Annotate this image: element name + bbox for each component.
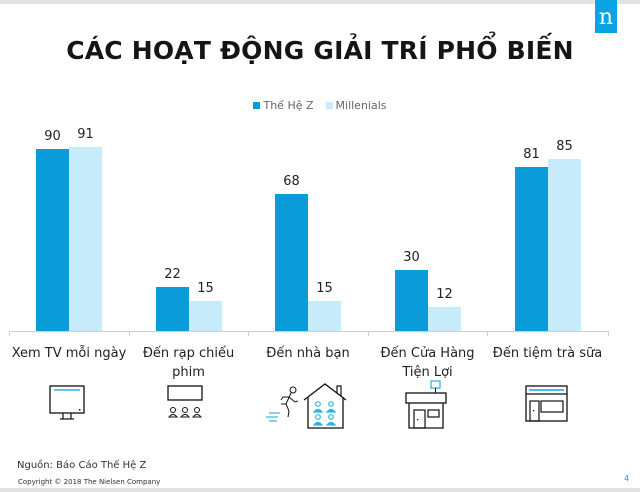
bar-gen_z (275, 194, 308, 331)
x-axis-tick (129, 331, 130, 336)
bar-gen_z (395, 270, 428, 331)
x-axis-tick (248, 331, 249, 336)
bar-millennials (189, 301, 222, 331)
legend-swatch-millennials (325, 102, 333, 109)
nielsen-logo: n (595, 0, 617, 33)
data-label: 30 (403, 250, 420, 265)
category-label: Đến nhà bạn (266, 346, 350, 361)
slide-title: CÁC HOẠT ĐỘNG GIẢI TRÍ PHỔ BIẾN (66, 36, 574, 65)
category-label: Đến Cửa Hàng Tiện Lợi (380, 346, 475, 380)
bar-gen_z (36, 149, 69, 331)
data-label: 90 (44, 129, 61, 144)
legend-label: Thế Hệ Z (263, 99, 314, 112)
x-axis-tick (608, 331, 609, 336)
legend-item-millennials: Millenials (325, 99, 387, 112)
data-label: 22 (164, 267, 181, 282)
bar-chart: 90 91 22 15 68 15 30 12 81 85 (9, 127, 609, 336)
copyright-note: Copyright © 2018 The Nielsen Company (18, 478, 161, 486)
friend-house-icon (266, 383, 347, 429)
legend-label: Millenials (335, 99, 387, 112)
data-label: 91 (77, 127, 94, 142)
tea-shop-icon (525, 385, 568, 422)
source-note: Nguồn: Báo Cáo Thế Hệ Z (17, 460, 147, 471)
legend-swatch-gen-z (253, 102, 261, 109)
data-label: 12 (436, 287, 453, 302)
category-label: Xem TV mỗi ngày (11, 346, 127, 361)
bottom-bar (0, 488, 640, 492)
chart-legend: Thế Hệ Z Millenials (0, 99, 640, 112)
top-bar (0, 0, 640, 4)
cinema-icon (167, 385, 203, 418)
legend-item-gen-z: Thế Hệ Z (253, 99, 314, 112)
data-label: 81 (523, 147, 540, 162)
convenience-store-icon (405, 380, 447, 429)
data-label: 68 (283, 174, 300, 189)
x-axis (9, 331, 608, 332)
bar-millennials (428, 307, 461, 331)
x-axis-tick (487, 331, 488, 336)
tv-icon (49, 385, 85, 420)
data-label: 15 (197, 281, 214, 296)
x-axis-tick (9, 331, 10, 336)
data-label: 15 (316, 281, 333, 296)
x-axis-tick (368, 331, 369, 336)
bar-millennials (308, 301, 341, 331)
bar-gen_z (156, 287, 189, 331)
category-label: Đến rạp chiếu phim (142, 346, 235, 380)
category-label: Đến tiệm trà sữa (492, 346, 603, 361)
bar-gen_z (515, 167, 548, 331)
bar-millennials (548, 159, 581, 331)
bar-millennials (69, 147, 102, 331)
data-label: 85 (556, 139, 573, 154)
page-number: 4 (624, 474, 630, 483)
